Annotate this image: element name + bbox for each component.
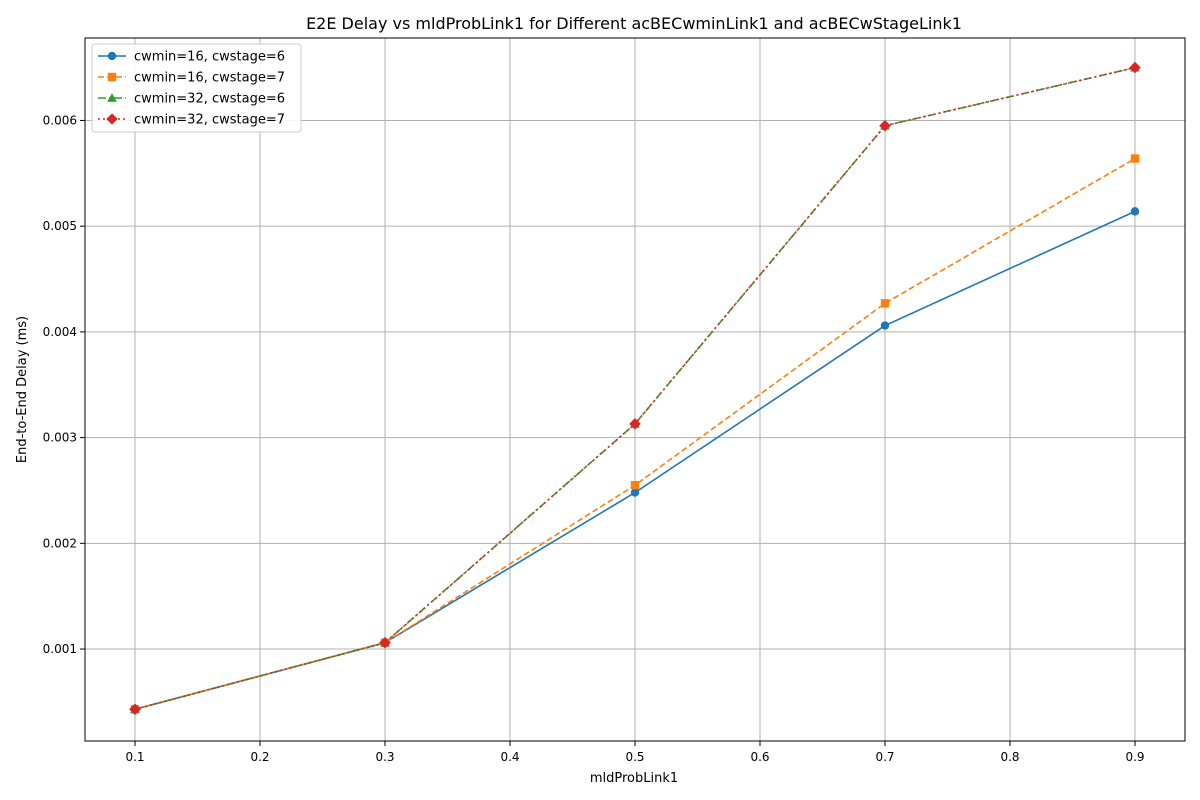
y-tick-label: 0.006 (43, 113, 77, 127)
legend-swatch-marker (107, 72, 117, 82)
chart-title: E2E Delay vs mldProbLink1 for Different … (306, 14, 962, 33)
legend-entry: cwmin=16, cwstage=6 (134, 50, 285, 65)
x-tick-label: 0.2 (250, 750, 269, 764)
x-tick-label: 0.1 (125, 750, 144, 764)
y-axis-label: End-to-End Delay (ms) (15, 316, 30, 463)
y-tick-label: 0.002 (43, 536, 77, 550)
y-tick-label: 0.004 (43, 325, 77, 339)
legend-swatch-marker (106, 113, 118, 125)
x-tick-label: 0.4 (500, 750, 519, 764)
grid-lines (85, 38, 1185, 741)
data-point (630, 488, 640, 497)
x-tick-label: 0.9 (1125, 750, 1144, 764)
data-point (1130, 154, 1140, 163)
x-tick-label: 0.8 (1000, 750, 1019, 764)
legend-entry: cwmin=16, cwstage=7 (134, 71, 285, 86)
x-tick-label: 0.5 (625, 750, 644, 764)
data-point (1130, 207, 1140, 216)
legend-entry: cwmin=32, cwstage=7 (134, 113, 285, 128)
data-point (880, 321, 890, 330)
data-point (129, 703, 141, 716)
y-tick-label: 0.005 (43, 219, 77, 233)
legend-swatch-marker (107, 93, 117, 102)
x-axis-label: mldProbLink1 (590, 771, 678, 786)
data-point (630, 480, 640, 490)
x-tick-label: 0.7 (875, 750, 894, 764)
series-line-3 (134, 66, 1136, 711)
data-point (1129, 61, 1141, 74)
legend: cwmin=16, cwstage=6 cwmin=16, cwstage=7 cw… (91, 43, 302, 133)
data-point (879, 119, 891, 132)
data-point (880, 299, 890, 308)
y-tick-label: 0.001 (43, 642, 77, 656)
series-markers (129, 61, 1141, 716)
legend-swatch-marker (107, 51, 117, 61)
data-point (629, 418, 641, 430)
data-point (379, 636, 391, 649)
x-tick-label: 0.3 (375, 750, 394, 764)
x-axis-ticks: 0.1 0.2 0.3 0.4 0.5 0.6 0.7 0.8 0.9 (125, 741, 1145, 764)
y-tick-label: 0.003 (43, 431, 77, 445)
x-tick-label: 0.6 (750, 750, 769, 764)
legend-box (91, 43, 302, 133)
legend-entry: cwmin=32, cwstage=6 (134, 92, 285, 107)
y-axis-ticks: 0.001 0.002 0.003 0.004 0.005 0.006 (43, 113, 85, 656)
